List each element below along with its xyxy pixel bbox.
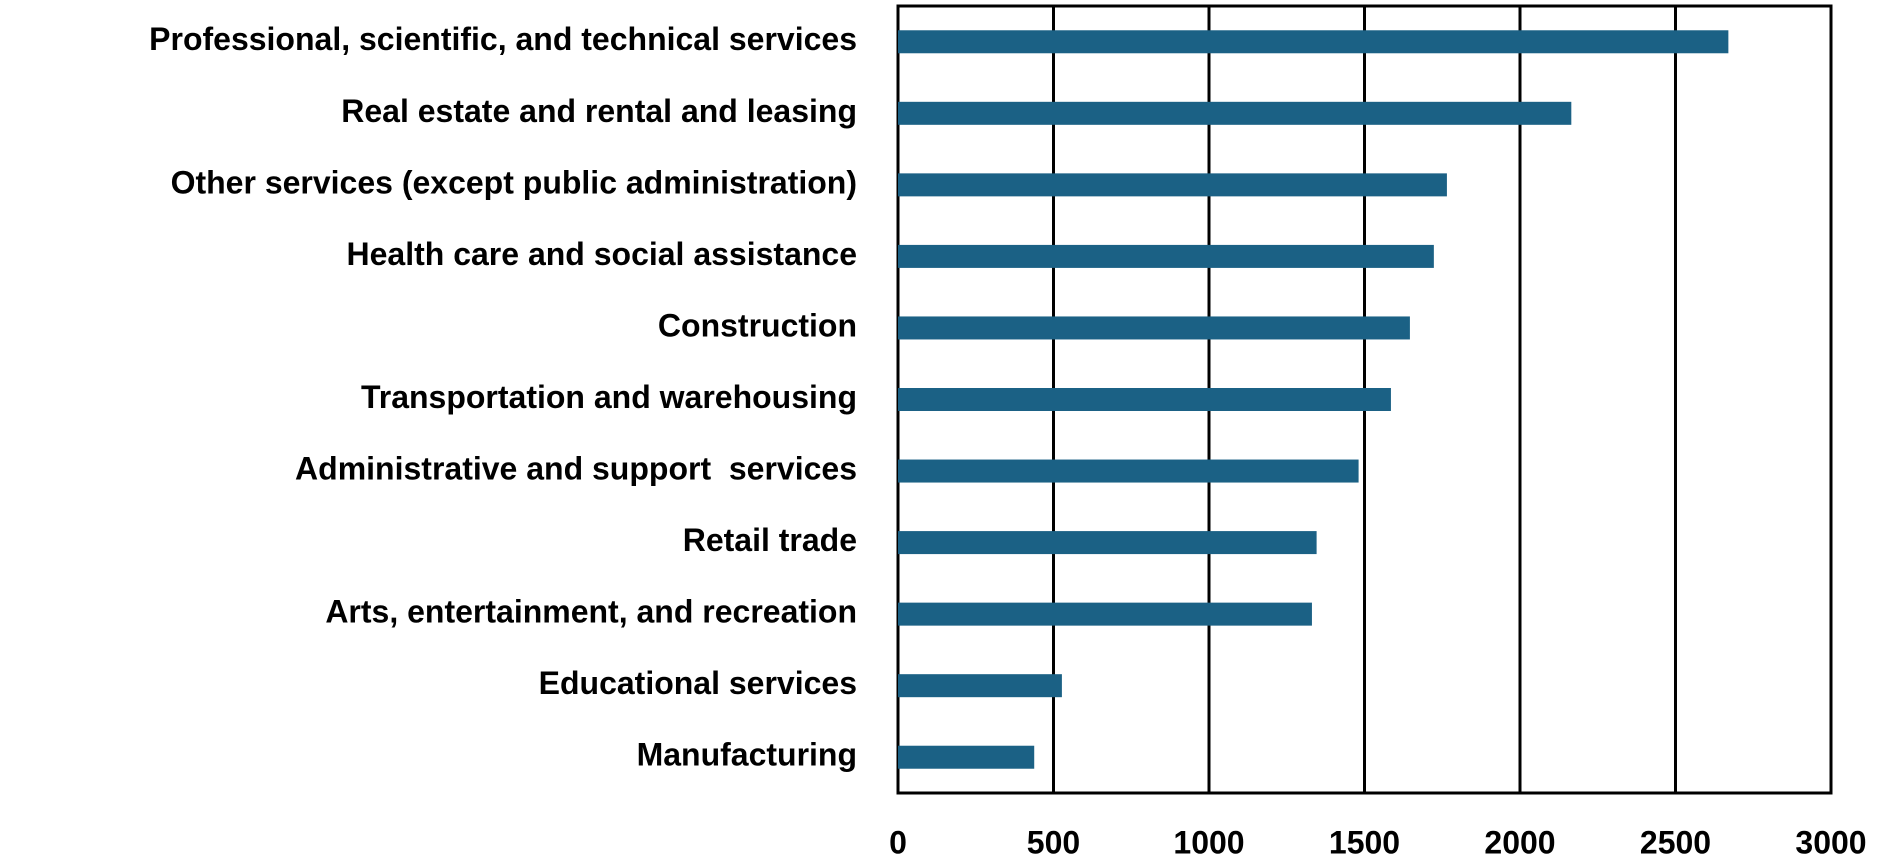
y-tick-label: Retail trade	[683, 522, 857, 558]
y-tick-label: Health care and social assistance	[347, 236, 857, 272]
bar	[898, 30, 1729, 54]
bar	[898, 602, 1312, 626]
bar	[898, 674, 1062, 698]
y-tick-label: Real estate and rental and leasing	[341, 93, 857, 129]
bar	[898, 244, 1434, 268]
x-tick-label: 500	[1027, 824, 1080, 860]
bar	[898, 173, 1447, 197]
y-tick-label: Construction	[658, 307, 857, 343]
y-tick-label: Educational services	[539, 665, 857, 701]
x-tick-label: 1000	[1173, 824, 1244, 860]
y-tick-label: Professional, scientific, and technical …	[149, 21, 857, 57]
bar	[898, 745, 1035, 769]
bar	[898, 101, 1572, 125]
x-tick-label: 2000	[1484, 824, 1555, 860]
y-tick-label: Transportation and warehousing	[361, 379, 857, 415]
bar	[898, 459, 1359, 483]
y-tick-label: Administrative and support services	[295, 450, 857, 486]
bar	[898, 316, 1410, 340]
x-tick-label: 2500	[1640, 824, 1711, 860]
bar	[898, 531, 1317, 555]
x-tick-label: 1500	[1329, 824, 1400, 860]
y-tick-label: Arts, entertainment, and recreation	[325, 594, 857, 630]
x-tick-label: 0	[889, 824, 907, 860]
x-tick-label: 3000	[1795, 824, 1866, 860]
y-tick-label: Other services (except public administra…	[171, 164, 857, 200]
bar	[898, 388, 1391, 411]
y-tick-label: Manufacturing	[637, 737, 857, 773]
